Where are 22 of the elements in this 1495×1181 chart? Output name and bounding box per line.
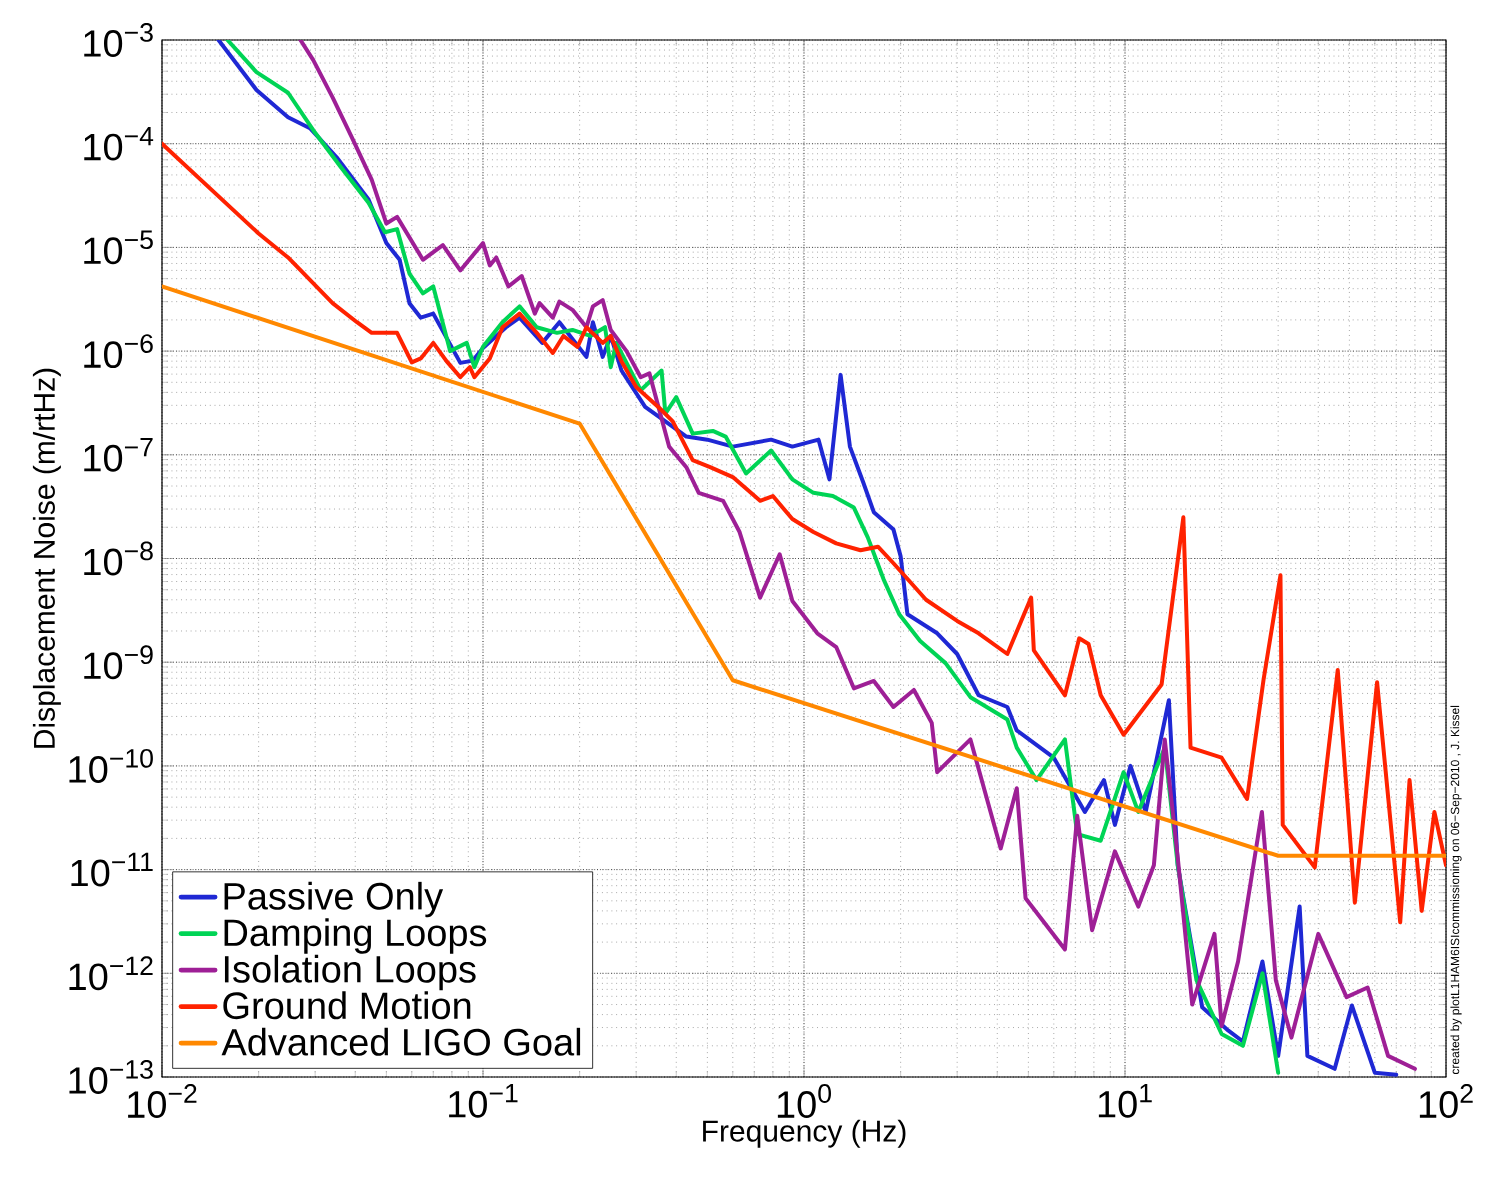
y-tick-label: 10$^{−9}$ bbox=[84, 645, 153, 680]
legend-label: Advanced LIGO Goal bbox=[221, 1027, 581, 1056]
x-tick-label: 10$^{2}$ bbox=[1419, 1084, 1473, 1118]
y-axis-title: Displacement Noise (m/rtHz) bbox=[32, 368, 61, 748]
y-tick-label: 10$^{−3}$ bbox=[84, 23, 153, 57]
x-tick-label: 10$^{−1}$ bbox=[449, 1084, 518, 1118]
y-tick-label: 10$^{−10}$ bbox=[69, 748, 153, 783]
y-tick-label: 10$^{−4}$ bbox=[84, 126, 154, 161]
legend-label: Damping Loops bbox=[224, 918, 487, 954]
y-tick-label: 10$^{−8}$ bbox=[84, 541, 153, 576]
x-axis-title: Frequency (Hz) bbox=[703, 1119, 906, 1148]
legend-label: Passive Only bbox=[224, 881, 444, 918]
y-tick-label: 10$^{−11}$ bbox=[71, 852, 153, 887]
text: created by plotL1HAM6ISIcommissioning on 06−Sep−2010 , J. Kissel bbox=[1450, 705, 1462, 1075]
y-tick-label: 10$^{−5}$ bbox=[84, 230, 153, 265]
y-tick-label: 10$^{−7}$ bbox=[84, 437, 153, 472]
y-tick-label: 10$^{−12}$ bbox=[69, 956, 153, 991]
x-tick-label: 10$^{0}$ bbox=[777, 1084, 831, 1118]
x-tick-label: 10$^{1}$ bbox=[1098, 1084, 1152, 1118]
y-tick-label: 10$^{−6}$ bbox=[84, 334, 153, 369]
legend-label: Ground Motion bbox=[223, 991, 471, 1020]
legend-label: Isolation Loops bbox=[224, 954, 476, 991]
